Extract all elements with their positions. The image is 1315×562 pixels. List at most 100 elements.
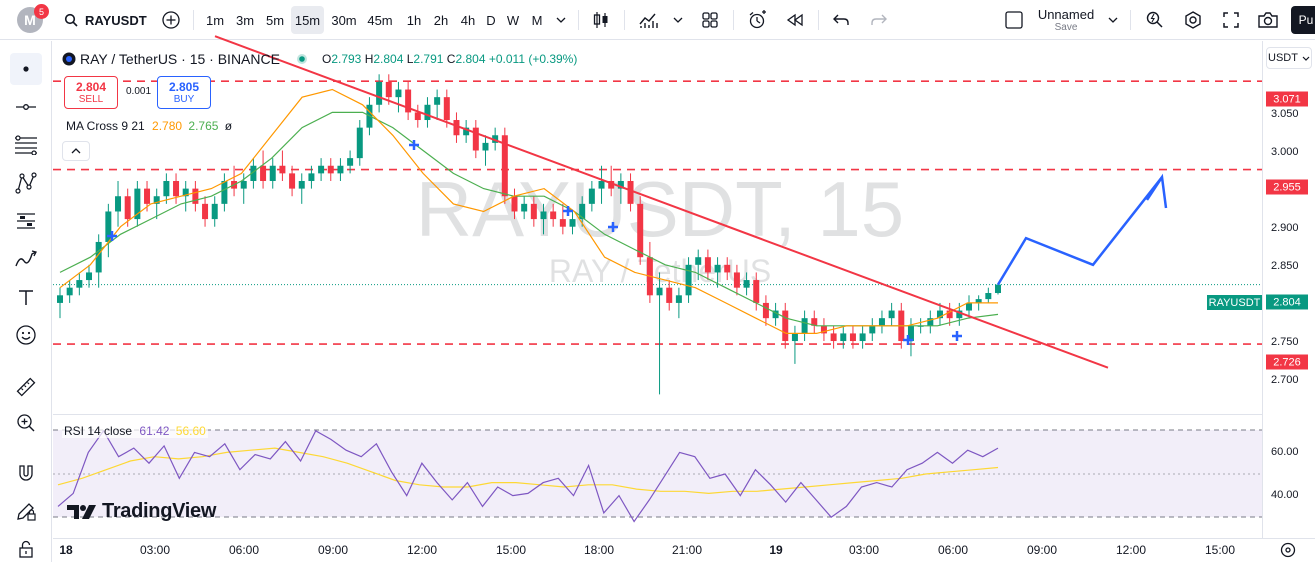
undo-button[interactable] [826,6,856,34]
ma-cross-legend[interactable]: MA Cross 9 21 2.780 2.765 ø [66,119,232,133]
tradingview-logo[interactable]: TradingView [66,500,216,523]
candle-body [985,293,992,300]
candle-body [617,180,624,189]
indicators-dropdown-button[interactable] [669,6,687,34]
candle-body [105,211,112,242]
icon-tool[interactable] [10,319,42,351]
stay-in-drawing-mode-tool[interactable] [10,495,42,527]
candle-body [269,165,276,181]
zoom-in-tool[interactable] [10,407,42,439]
cursor-tool[interactable] [10,53,42,85]
replay-button[interactable] [780,6,810,34]
collapse-legend-button[interactable] [62,141,90,161]
interval-1w[interactable]: W [506,12,520,28]
candle-style-button[interactable] [586,6,616,34]
indicators-button[interactable] [634,6,664,34]
interval-4h[interactable]: 4h [460,12,476,28]
low-value: 2.791 [413,52,444,66]
compare-symbol-button[interactable] [157,6,185,34]
candle-body [57,295,63,303]
candle-body [791,333,798,342]
magnet-tool[interactable] [10,457,42,489]
candle-body [260,165,267,181]
downtrend-line [214,35,1109,369]
interval-1mo[interactable]: M [531,12,543,28]
interval-2h[interactable]: 2h [433,12,449,28]
time-label: 06:00 [228,543,260,557]
interval-45m[interactable]: 45m [367,12,393,28]
magnet-icon [19,465,33,481]
zoom-in-icon [17,414,35,432]
save-label: Save [1054,22,1078,33]
redo-button[interactable] [864,6,894,34]
text-tool[interactable] [10,281,42,313]
brush-tool[interactable] [10,243,42,275]
publish-button[interactable]: Pu [1291,6,1315,34]
lock-drawings-tool[interactable] [10,533,42,562]
close-label: C [446,52,456,66]
interval-1h[interactable]: 1h [406,12,422,28]
measure-tool[interactable] [10,371,42,403]
last-price-tag: 2.804 [1266,294,1308,310]
user-avatar-button[interactable]: M 5 [10,4,50,34]
level-tag-bottom: 2.726 [1266,354,1308,370]
toolbar-divider [733,10,734,30]
interval-1d[interactable]: D [486,12,496,28]
forecasting-tool[interactable] [10,205,42,237]
alert-button[interactable] [742,6,772,34]
smiley-icon [16,325,36,345]
layout-select-checkbox[interactable] [1000,6,1028,34]
layout-name-button[interactable]: Unnamed Save [1030,6,1102,34]
candle-body [289,173,296,189]
currency-selector[interactable]: USDT [1266,47,1312,69]
candle-body [482,142,489,151]
screenshot-button[interactable] [1253,6,1283,34]
interval-1m[interactable]: 1m [205,12,225,28]
interval-dropdown-button[interactable] [552,6,570,34]
drawing-toolbar [0,41,52,562]
time-label: 15:00 [495,543,527,557]
candle-body [385,81,392,98]
price-scale[interactable]: USDT 3.050 3.000 2.900 2.850 2.750 2.700… [1262,41,1315,538]
interval-3m[interactable]: 3m [235,12,255,28]
time-label: 12:00 [406,543,438,557]
time-scale[interactable]: 18 03:00 06:00 09:00 12:00 15:00 18:00 2… [53,538,1315,562]
currency-label: USDT [1268,52,1298,64]
buy-button[interactable]: 2.805 BUY [157,76,211,109]
trend-line-tool[interactable] [10,91,42,123]
candle-body [124,196,131,220]
sell-button[interactable]: 2.804 SELL [64,76,118,109]
interval-15m[interactable]: 15m [291,6,324,34]
interval-30m[interactable]: 30m [331,12,357,28]
symbol-price-tag: RAYUSDT [1207,295,1262,310]
fib-retracement-tool[interactable] [10,129,42,161]
candle-body [182,188,189,197]
rsi-line [57,429,999,523]
candle-body [801,318,808,334]
horizontal-line-icon [16,104,36,110]
layouts-button[interactable] [695,6,725,34]
candle-body [337,165,344,174]
symbol-title[interactable]: RAY / TetherUS · 15 · BINANCE [80,51,280,67]
candle-body [820,325,827,334]
change-value: +0.011 (+0.39%) [488,52,578,66]
tradingview-brand: TradingView [102,500,217,522]
fullscreen-button[interactable] [1216,6,1246,34]
candlestick-icon [593,12,608,28]
quick-search-button[interactable] [1140,6,1170,34]
candle-body [453,120,460,136]
settings-button[interactable] [1178,6,1208,34]
interval-5m[interactable]: 5m [265,12,285,28]
ma-fast-line [59,88,998,334]
layout-dropdown-button[interactable] [1104,6,1122,34]
buy-price: 2.805 [168,79,200,94]
symbol-search-button[interactable]: RAYUSDT [58,6,148,34]
candle-body [849,333,856,342]
rsi-legend[interactable]: RSI 14 close 61.42 56.60 [62,424,208,438]
time-label: 06:00 [937,543,969,557]
candle-body [753,280,760,303]
ma-fast-value: 2.780 [152,119,183,133]
pattern-tool[interactable] [10,167,42,199]
timezone-settings-icon[interactable] [1280,542,1296,558]
